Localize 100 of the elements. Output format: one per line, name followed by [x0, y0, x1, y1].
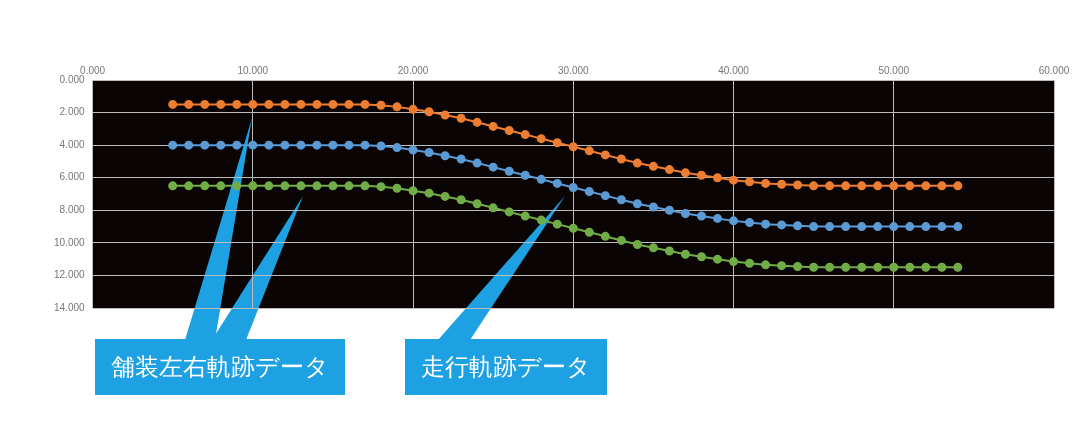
point	[745, 218, 755, 227]
point	[328, 140, 338, 150]
point	[696, 252, 706, 262]
point	[713, 173, 723, 183]
point	[761, 219, 771, 229]
point	[632, 239, 642, 249]
y-tick-label: 4.000	[59, 138, 86, 150]
point	[873, 181, 883, 191]
point	[600, 231, 610, 241]
point	[953, 262, 963, 272]
y-tick-label: 2.000	[59, 106, 86, 118]
point	[536, 174, 546, 184]
point	[216, 99, 226, 109]
point	[392, 183, 402, 193]
point	[713, 254, 723, 264]
point	[392, 143, 402, 153]
point	[168, 140, 178, 150]
point	[488, 121, 498, 131]
point	[344, 140, 354, 150]
point	[232, 99, 242, 109]
y-tick-label: 6.000	[59, 171, 86, 183]
point	[312, 99, 322, 109]
point	[264, 99, 274, 109]
x-tick-label: 60.000	[1038, 64, 1070, 76]
point	[713, 213, 723, 223]
point	[248, 181, 258, 191]
point	[777, 261, 787, 271]
point	[264, 140, 274, 150]
point	[200, 181, 210, 191]
point	[264, 181, 274, 191]
point	[520, 170, 530, 180]
point	[729, 257, 739, 267]
point	[921, 222, 931, 232]
point	[889, 222, 899, 232]
point	[584, 187, 594, 197]
point	[552, 219, 562, 229]
point	[937, 262, 947, 272]
point	[504, 125, 514, 135]
point	[536, 215, 546, 225]
point	[777, 179, 787, 189]
point	[456, 195, 466, 205]
point	[584, 227, 594, 237]
point	[360, 99, 370, 109]
point	[232, 181, 242, 191]
point	[680, 249, 690, 259]
point	[360, 140, 370, 150]
point	[632, 158, 642, 168]
point	[729, 175, 739, 185]
point	[841, 262, 851, 272]
point	[200, 140, 210, 150]
point	[376, 182, 386, 192]
point	[296, 140, 306, 150]
point	[905, 262, 915, 272]
point	[921, 262, 931, 272]
point	[857, 262, 867, 272]
point	[504, 207, 514, 217]
point	[552, 138, 562, 148]
point	[552, 178, 562, 188]
point	[376, 141, 386, 151]
point	[841, 222, 851, 232]
point	[344, 99, 354, 109]
point	[857, 222, 867, 232]
point	[664, 165, 674, 175]
point	[168, 99, 178, 109]
point	[488, 162, 498, 172]
point	[809, 181, 819, 191]
point	[184, 181, 194, 191]
point	[424, 147, 434, 157]
point	[200, 99, 210, 109]
point	[424, 107, 434, 117]
point	[456, 154, 466, 164]
point	[953, 181, 963, 191]
point	[648, 243, 658, 253]
point	[905, 181, 915, 191]
point	[793, 221, 803, 231]
point	[905, 222, 915, 232]
y-tick-label: 14.000	[53, 301, 86, 313]
point	[825, 262, 835, 272]
point	[248, 140, 258, 150]
point	[953, 222, 963, 232]
point	[232, 140, 242, 150]
point	[745, 258, 755, 268]
point	[761, 260, 771, 270]
point	[408, 104, 418, 114]
text: 舗装左右軌跡データ	[95, 339, 345, 395]
x-tick-label: 0.000	[80, 64, 106, 76]
x-tick-label: 10.000	[237, 64, 269, 76]
point	[168, 181, 178, 191]
point	[328, 181, 338, 191]
point	[520, 211, 530, 221]
point	[696, 211, 706, 221]
point	[440, 191, 450, 201]
point	[825, 181, 835, 191]
point	[600, 191, 610, 201]
point	[680, 209, 690, 219]
point	[857, 181, 867, 191]
point	[648, 161, 658, 171]
point	[216, 140, 226, 150]
point	[793, 180, 803, 190]
point	[793, 261, 803, 271]
